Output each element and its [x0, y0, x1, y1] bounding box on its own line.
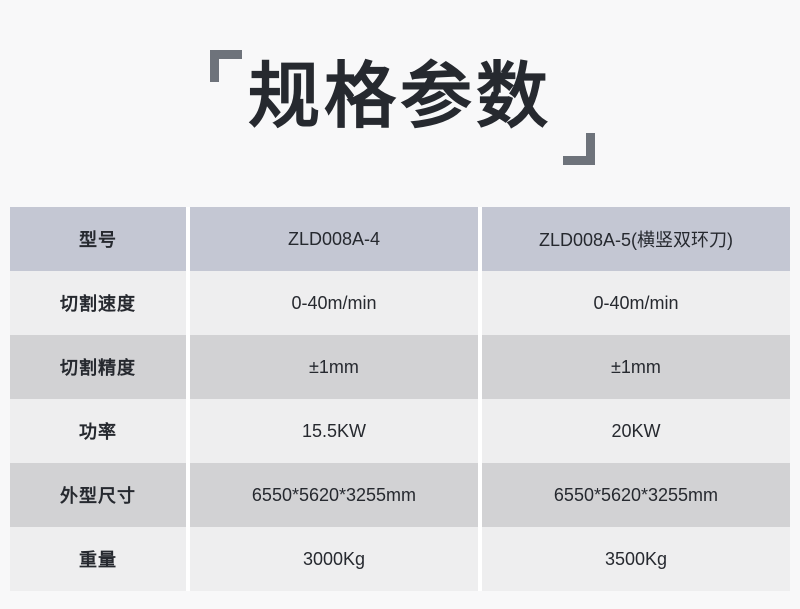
spec-row-cutting-accuracy: 切割精度 ±1mm ±1mm — [10, 335, 790, 399]
spec-row-power: 功率 15.5KW 20KW — [10, 399, 790, 463]
spec-value-model-b: 0-40m/min — [593, 292, 679, 313]
spec-value-model-b: 3500Kg — [604, 548, 668, 569]
spec-value-model-a: 6550*5620*3255mm — [190, 463, 482, 527]
spec-table: 型号 ZLD008A-4 ZLD008A-5(横竖双环刀) 切割速度 0-40m… — [10, 207, 790, 591]
spec-label: 重量 — [10, 527, 190, 591]
spec-value-model-a: ±1mm — [190, 335, 482, 399]
spec-value-model-a: ZLD008A-4 — [190, 207, 482, 271]
spec-row-dimensions: 外型尺寸 6550*5620*3255mm 6550*5620*3255mm — [10, 463, 790, 527]
spec-row-cutting-speed: 切割速度 0-40m/min 0-40m/min — [10, 271, 790, 335]
spec-value-model-b: 20KW — [611, 420, 661, 441]
spec-value-model-b: ZLD008A-5(横竖双环刀) — [538, 230, 734, 250]
spec-value-model-b: ±1mm — [611, 356, 661, 377]
spec-label: 功率 — [10, 399, 190, 463]
spec-value-model-a: 15.5KW — [190, 399, 482, 463]
spec-row-model: 型号 ZLD008A-4 ZLD008A-5(横竖双环刀) — [10, 207, 790, 271]
corner-bracket-top-left-icon — [210, 50, 242, 82]
spec-value-model-b: 6550*5620*3255mm — [553, 484, 719, 505]
page-title: 规格参数 — [247, 57, 552, 137]
spec-row-weight: 重量 3000Kg 3500Kg — [10, 527, 790, 591]
title-section: 规格参数 — [0, 0, 800, 207]
spec-label: 型号 — [10, 207, 190, 271]
corner-bracket-bottom-right-icon — [563, 133, 595, 165]
spec-value-model-a: 0-40m/min — [190, 271, 482, 335]
spec-label: 切割精度 — [10, 335, 190, 399]
spec-value-model-a: 3000Kg — [190, 527, 482, 591]
spec-label: 切割速度 — [10, 271, 190, 335]
spec-label: 外型尺寸 — [10, 463, 190, 527]
